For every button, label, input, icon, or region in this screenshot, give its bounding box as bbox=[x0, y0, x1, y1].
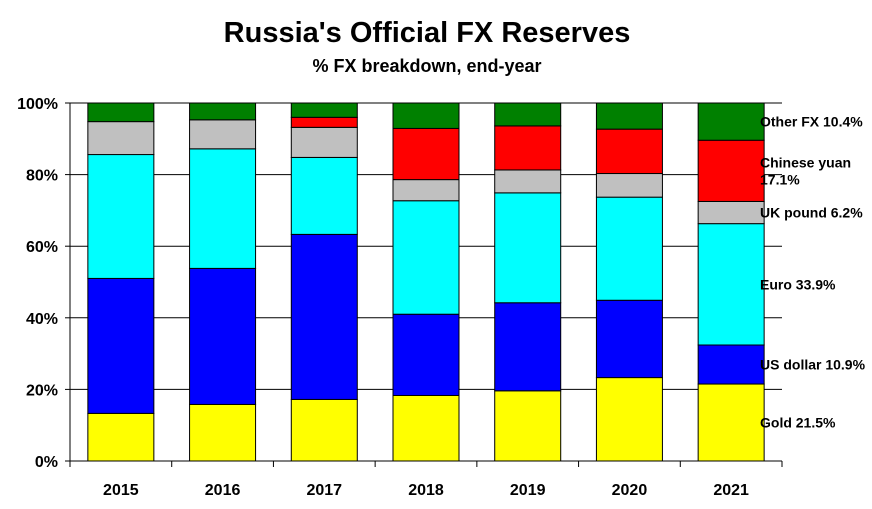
bar-segment-other-2016 bbox=[189, 102, 257, 121]
bar-segment-gbp-2020 bbox=[595, 173, 663, 198]
bar-segment-gbp-2016 bbox=[189, 119, 257, 150]
x-tick-label: 2015 bbox=[103, 482, 139, 499]
chart-title: Russia's Official FX Reserves bbox=[224, 17, 631, 49]
x-tick-label: 2020 bbox=[612, 482, 648, 499]
bar-segment-usd-2020 bbox=[595, 299, 663, 379]
bar-segment-eur-2019 bbox=[494, 192, 562, 304]
bar-segment-usd-2015 bbox=[87, 277, 155, 414]
annotation-gbp: UK pound 6.2% bbox=[760, 205, 863, 221]
x-tick-label: 2021 bbox=[713, 482, 749, 499]
bar-segment-cny-2021 bbox=[697, 139, 765, 202]
bar-segment-gold-2015 bbox=[87, 412, 155, 462]
bar-segment-usd-2021 bbox=[697, 344, 765, 385]
bar-segment-eur-2020 bbox=[595, 196, 663, 301]
bar-segment-gbp-2019 bbox=[494, 169, 562, 194]
y-tick-label: 80% bbox=[26, 168, 58, 185]
bar-segment-eur-2018 bbox=[392, 200, 460, 315]
annotation-other: Other FX 10.4% bbox=[760, 114, 863, 130]
bar-segment-cny-2020 bbox=[595, 128, 663, 175]
bar-segment-usd-2017 bbox=[290, 233, 358, 400]
x-axis-ticks: 2015 2016 2017 2018 2019 2020 2021 bbox=[103, 482, 749, 499]
y-tick-label: 20% bbox=[26, 382, 58, 399]
chart-subtitle: % FX breakdown, end-year bbox=[312, 56, 541, 76]
bar-segment-gbp-2017 bbox=[290, 126, 358, 158]
bar-segment-cny-2018 bbox=[392, 127, 460, 181]
y-tick-label: 40% bbox=[26, 311, 58, 328]
bar-segment-cny-2019 bbox=[494, 125, 562, 171]
annotation-cny: 17.1% bbox=[760, 171, 800, 187]
annotation-cny: Chinese yuan bbox=[760, 154, 851, 170]
bar-segment-usd-2019 bbox=[494, 302, 562, 392]
bar-segment-gbp-2021 bbox=[697, 200, 765, 225]
bar-segment-eur-2021 bbox=[697, 223, 765, 346]
bar-segment-eur-2016 bbox=[189, 148, 257, 269]
axes bbox=[69, 103, 783, 467]
bar-segment-gbp-2015 bbox=[87, 121, 155, 156]
bar-segment-eur-2017 bbox=[290, 156, 358, 235]
bar-segment-other-2020 bbox=[595, 102, 663, 130]
x-tick-label: 2019 bbox=[510, 482, 546, 499]
y-axis-ticks: 0% 20% 40% 60% 80% 100% bbox=[17, 96, 70, 471]
bar-segment-usd-2018 bbox=[392, 313, 460, 396]
bar-segment-other-2017 bbox=[290, 102, 358, 118]
bar-segment-gold-2018 bbox=[392, 394, 460, 462]
bar-segment-gold-2016 bbox=[189, 403, 257, 462]
x-tick-label: 2016 bbox=[205, 482, 241, 499]
bar-segment-eur-2015 bbox=[87, 154, 155, 279]
bar-segment-gold-2021 bbox=[697, 383, 765, 462]
x-tick-label: 2018 bbox=[408, 482, 444, 499]
y-tick-label: 0% bbox=[35, 454, 58, 471]
bar-segment-gold-2019 bbox=[494, 390, 562, 462]
bar-segment-other-2015 bbox=[87, 102, 155, 123]
y-tick-label: 100% bbox=[17, 96, 58, 113]
annotation-usd: US dollar 10.9% bbox=[760, 357, 866, 373]
bar-segment-cny-2017 bbox=[290, 116, 358, 128]
bar-segment-other-2021 bbox=[697, 102, 765, 141]
annotation-gold: Gold 21.5% bbox=[760, 415, 836, 431]
bar-segment-usd-2016 bbox=[189, 267, 257, 405]
bar-segment-other-2019 bbox=[494, 102, 562, 127]
bar-segment-gold-2017 bbox=[290, 398, 358, 462]
bar-segment-gbp-2018 bbox=[392, 179, 460, 202]
y-tick-label: 60% bbox=[26, 239, 58, 256]
bar-segment-gold-2020 bbox=[595, 377, 663, 462]
annotation-eur: Euro 33.9% bbox=[760, 276, 836, 292]
stacked-bars bbox=[87, 102, 765, 462]
bar-segment-other-2018 bbox=[392, 102, 460, 129]
x-tick-label: 2017 bbox=[306, 482, 342, 499]
